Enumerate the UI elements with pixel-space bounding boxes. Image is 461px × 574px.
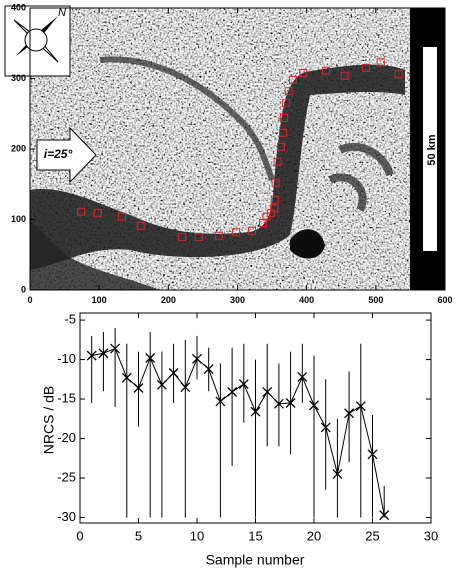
radar-image (30, 8, 445, 290)
sample-marker (279, 113, 288, 122)
data-point (250, 406, 261, 417)
sample-marker (340, 71, 349, 80)
x-tick-label: 500 (368, 295, 383, 305)
data-point (297, 371, 308, 382)
data-point (227, 386, 238, 397)
data-point (238, 379, 249, 390)
data-point (121, 372, 132, 383)
data-point (168, 368, 179, 378)
compass: N (4, 5, 71, 77)
data-point (355, 401, 366, 412)
sample-marker (194, 233, 203, 242)
sample-marker (299, 68, 308, 77)
sample-marker (77, 207, 86, 216)
x-tick-label: 5 (135, 529, 142, 544)
y-tick-label: -15 (57, 390, 76, 405)
y-tick-label: 400 (11, 2, 26, 12)
data-point (262, 386, 273, 397)
sample-marker (273, 157, 282, 166)
x-tick-label: 300 (230, 295, 245, 305)
sample-marker (284, 87, 293, 96)
sample-marker (376, 58, 385, 67)
nrcs-line (91, 347, 385, 516)
x-tick-label: 100 (92, 295, 107, 305)
data-point (215, 396, 226, 407)
sample-marker (322, 66, 331, 75)
y-axis-label: NRCS / dB (41, 386, 57, 454)
x-tick-label: 20 (307, 529, 321, 544)
sample-marker (270, 204, 279, 213)
sample-marker (136, 221, 145, 230)
data-point (98, 348, 109, 359)
data-point (203, 364, 214, 375)
data-point (156, 379, 167, 390)
crater (290, 229, 325, 259)
scale-label: 50 km (426, 134, 438, 165)
data-point (344, 408, 355, 419)
data-point (180, 382, 191, 393)
incidence-arrow: i=25° (36, 126, 97, 184)
data-point (145, 353, 156, 363)
x-tick-label: 15 (248, 529, 262, 544)
x-tick-label: 600 (437, 295, 452, 305)
y-tick-label: -30 (57, 509, 76, 524)
sample-marker (394, 70, 403, 79)
data-point (320, 422, 331, 433)
data-point (273, 398, 284, 409)
data-point (309, 400, 319, 411)
x-axis-label: Sample number (206, 552, 305, 568)
x-tick-label: 0 (76, 529, 83, 544)
y-tick-label: -25 (57, 469, 76, 484)
sample-marker (279, 128, 288, 137)
sample-marker (271, 178, 280, 187)
x-tick-label: 25 (365, 529, 379, 544)
data-point (332, 469, 343, 480)
data-point (285, 398, 296, 408)
incidence-label: i=25° (44, 147, 73, 161)
sample-marker (178, 233, 187, 242)
sample-marker (270, 195, 279, 204)
x-tick-label: 30 (424, 529, 438, 544)
river-channel (30, 64, 405, 271)
sample-marker (281, 99, 290, 108)
data-point (110, 343, 121, 354)
x-tick-label: 10 (190, 529, 204, 544)
sample-marker (277, 142, 286, 151)
y-tick-label: 0 (21, 284, 26, 294)
sample-marker (362, 63, 371, 72)
sample-marker (288, 75, 297, 84)
arrow (36, 126, 97, 184)
data-point (367, 449, 378, 460)
sample-marker (117, 212, 126, 221)
data-point (86, 350, 97, 361)
data-point (379, 510, 390, 521)
scale-bar (423, 47, 437, 251)
x-tick-label: 0 (27, 295, 32, 305)
compass-north: N (58, 7, 66, 19)
data-point (192, 353, 202, 364)
dark-region (30, 220, 160, 290)
y-tick-label: -10 (57, 351, 76, 366)
compass-hub (24, 28, 48, 52)
y-tick-label: -20 (57, 430, 76, 445)
sample-marker (232, 228, 241, 237)
data-point (133, 383, 144, 393)
channel-branch (99, 56, 275, 181)
y-tick-label: 100 (11, 214, 26, 224)
sample-marker (93, 209, 102, 218)
sample-marker (248, 226, 257, 235)
sample-marker (214, 231, 223, 240)
y-tick-label: 200 (11, 143, 26, 153)
y-tick-label: 300 (11, 73, 26, 83)
x-tick-label: 400 (299, 295, 314, 305)
x-tick-label: 200 (161, 295, 176, 305)
y-tick-label: -5 (64, 312, 76, 327)
channel-branch (328, 142, 394, 212)
